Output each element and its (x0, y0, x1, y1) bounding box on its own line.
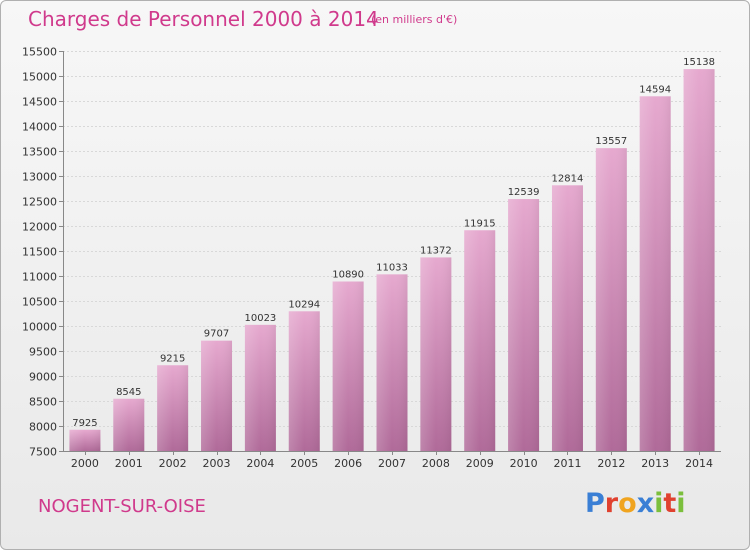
bar-shine (639, 96, 671, 452)
value-label-2006: 10890 (332, 270, 364, 281)
bar-shine (683, 69, 715, 451)
bar-shine (113, 398, 145, 451)
labels: 7500 8000 8500 9000 9500 10000 10500 11000 11500… (22, 46, 715, 471)
x-tick-label: 2000 (71, 457, 99, 470)
logo-letter: P (585, 488, 605, 519)
value-label-2004: 10023 (244, 313, 276, 324)
y-tick-label: 14500 (22, 96, 57, 109)
logo-letter: i (654, 488, 664, 519)
y-tick-label: 15500 (22, 46, 57, 59)
x-tick-label: 2006 (334, 457, 362, 470)
bar-shine (288, 311, 320, 451)
bar-shine (201, 340, 233, 451)
x-tick-label: 2009 (466, 457, 494, 470)
x-tick-label: 2007 (378, 457, 406, 470)
y-tick-label: 14000 (22, 121, 57, 134)
chart-title: Charges de Personnel 2000 à 2014 (28, 7, 379, 31)
x-tick-label: 2014 (685, 457, 713, 470)
axes (59, 51, 721, 455)
bar-shine (157, 365, 189, 451)
x-tick-label: 2002 (159, 457, 187, 470)
proxiti-logo[interactable]: Proxiti (585, 488, 686, 519)
x-tick-label: 2008 (422, 457, 450, 470)
bars (69, 69, 715, 452)
y-tick-label: 13500 (22, 146, 57, 159)
bar-shine (464, 230, 496, 451)
y-tick-label: 9000 (29, 371, 57, 384)
value-label-2001: 8545 (116, 387, 141, 398)
value-label-2012: 13557 (595, 136, 627, 147)
value-label-2007: 11033 (376, 262, 408, 273)
value-label-2014: 15138 (683, 57, 715, 68)
bar-shine (376, 274, 408, 451)
logo-letter: t (663, 488, 677, 519)
x-tick-label: 2005 (290, 457, 318, 470)
value-label-2009: 11915 (464, 218, 496, 229)
value-label-2011: 12814 (552, 173, 584, 184)
y-tick-label: 9500 (29, 346, 57, 359)
y-tick-label: 10500 (22, 296, 57, 309)
x-tick-label: 2012 (597, 457, 625, 470)
y-tick-label: 11500 (22, 246, 57, 259)
logo-letter: o (618, 488, 637, 519)
y-tick-label: 8500 (29, 396, 57, 409)
x-tick-label: 2001 (115, 457, 143, 470)
y-tick-label: 13000 (22, 171, 57, 184)
value-label-2000: 7925 (72, 418, 97, 429)
y-tick-label: 10000 (22, 321, 57, 334)
y-tick-label: 7500 (29, 446, 57, 459)
logo-letter: r (604, 488, 619, 519)
city-name: NOGENT-SUR-OISE (38, 496, 206, 517)
logo-letter: x (636, 488, 655, 519)
x-tick-label: 2011 (553, 457, 581, 470)
x-tick-label: 2013 (641, 457, 669, 470)
value-label-2013: 14594 (639, 84, 671, 95)
x-tick-label: 2004 (246, 457, 274, 470)
bar-shine (420, 257, 452, 451)
value-label-2010: 12539 (508, 187, 540, 198)
x-tick-label: 2010 (510, 457, 538, 470)
bar-shine (69, 429, 101, 451)
bar-shine (595, 148, 627, 451)
value-label-2008: 11372 (420, 245, 452, 256)
x-tick-label: 2003 (203, 457, 231, 470)
y-tick-label: 8000 (29, 421, 57, 434)
chart-subtitle: (en milliers d'€) (371, 13, 458, 26)
bar-shine (551, 185, 583, 452)
y-tick-label: 12000 (22, 221, 57, 234)
y-tick-label: 11000 (22, 271, 57, 284)
bar-shine (244, 324, 276, 451)
value-label-2002: 9215 (160, 353, 185, 364)
value-label-2005: 10294 (288, 299, 320, 310)
logo-letter: i (676, 488, 686, 519)
bar-shine (508, 199, 540, 451)
y-tick-label: 12500 (22, 196, 57, 209)
bar-shine (332, 281, 364, 451)
y-tick-label: 15000 (22, 71, 57, 84)
value-label-2003: 9707 (204, 329, 229, 340)
